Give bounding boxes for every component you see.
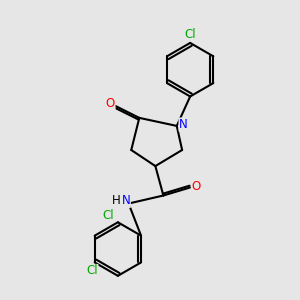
Text: N: N (179, 118, 188, 131)
Text: Cl: Cl (86, 265, 98, 278)
Text: H: H (112, 194, 121, 207)
Text: N: N (122, 194, 130, 207)
Text: O: O (106, 97, 115, 110)
Text: O: O (191, 180, 201, 193)
Text: Cl: Cl (184, 28, 196, 41)
Text: Cl: Cl (103, 209, 114, 222)
